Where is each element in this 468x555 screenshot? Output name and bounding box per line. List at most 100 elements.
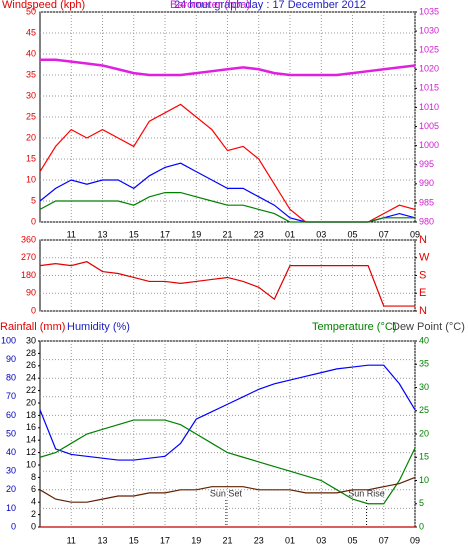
y-tick-label: 0 — [31, 305, 36, 315]
y-tick-label: 0 — [31, 216, 36, 226]
y-tick-label: 20 — [6, 484, 16, 494]
y2-tick-label: 5 — [419, 498, 424, 508]
y-tick-label: 70 — [6, 391, 16, 401]
y2-tick-label: 10 — [419, 475, 429, 485]
y-tick-label: 90 — [6, 354, 16, 364]
y-tick-label: 40 — [26, 48, 36, 58]
y2-tick-label: 0 — [419, 521, 424, 531]
axis-label: Windspeed (kph) — [2, 0, 85, 11]
y-tick-label: 25 — [26, 111, 36, 121]
y-tick-label: 35 — [26, 69, 36, 79]
y-tick-label: 30 — [6, 466, 16, 476]
y2-tick-label: 1025 — [419, 45, 439, 55]
x-tick-label: 05 — [347, 535, 357, 545]
x-tick-label: 19 — [191, 229, 201, 239]
x-tick-label: 05 — [347, 229, 357, 239]
x-tick-label: 09 — [410, 229, 420, 239]
y2-tick-label: 1005 — [419, 121, 439, 131]
y2-tick-label: 990 — [419, 178, 434, 188]
x-tick-label: 01 — [285, 229, 295, 239]
chart-title: 24 hour graph day : 17 December 2012 — [174, 0, 366, 11]
y2-tick-label: 25 — [419, 405, 429, 415]
x-tick-label: 07 — [379, 535, 389, 545]
y2-tick-label: 995 — [419, 159, 434, 169]
y-tick-label: 30 — [26, 90, 36, 100]
y2-tick-label: 1000 — [419, 140, 439, 150]
y-tick-label: 60 — [6, 410, 16, 420]
x-tick-label: 21 — [222, 535, 232, 545]
y2-tick-label: 985 — [419, 197, 434, 207]
series-line — [40, 58, 416, 77]
y-tick-label: 45 — [26, 27, 36, 37]
y-tick-label: 10 — [26, 174, 36, 184]
y-tick-label: 0 — [11, 521, 16, 531]
y3-tick-label: 26 — [26, 360, 36, 370]
y2-tick-label: 40 — [419, 335, 429, 345]
y-tick-label: 50 — [6, 428, 16, 438]
axis-label: Temperature (°C) — [312, 321, 396, 333]
y-tick-label: 5 — [31, 195, 36, 205]
x-tick-label: 13 — [97, 229, 107, 239]
y2-tick-label: 1035 — [419, 6, 439, 16]
y-tick-label: 15 — [26, 153, 36, 163]
axis-label: Barometer (hpa) — [170, 0, 250, 11]
series-line — [39, 419, 416, 505]
y2-tick-label: 980 — [419, 216, 434, 226]
axis-label: Dew Point (°C) — [392, 321, 465, 333]
x-tick-label: 03 — [316, 535, 326, 545]
y-tick-label: 80 — [6, 373, 16, 383]
y2-tick-label: 1010 — [419, 102, 439, 112]
x-tick-label: 13 — [97, 535, 107, 545]
y-tick-label: 360 — [21, 234, 36, 244]
series-line — [39, 261, 415, 307]
y3-tick-label: 16 — [26, 422, 36, 432]
axis-label: Rainfall (mm) — [0, 321, 65, 333]
y2-tick-label: 35 — [419, 359, 429, 369]
y-tick-label: 50 — [26, 6, 36, 16]
series-line — [39, 364, 416, 461]
x-tick-label: 01 — [285, 535, 295, 545]
y2-tick-label: E — [419, 287, 426, 299]
y3-tick-label: 0 — [31, 521, 36, 531]
y-tick-label: 270 — [21, 252, 36, 262]
y2-tick-label: 15 — [419, 452, 429, 462]
x-tick-label: 07 — [379, 229, 389, 239]
x-tick-label: 23 — [254, 229, 264, 239]
y3-tick-label: 20 — [26, 397, 36, 407]
x-tick-label: 11 — [67, 229, 76, 239]
x-tick-label: 19 — [191, 535, 201, 545]
y3-tick-label: 6 — [31, 484, 36, 494]
y3-tick-label: 28 — [26, 348, 36, 358]
y2-tick-label: 20 — [419, 428, 429, 438]
y2-tick-label: W — [419, 252, 430, 264]
annotation: Sun Rise — [348, 488, 385, 498]
y3-tick-label: 14 — [26, 435, 36, 445]
y-tick-label: 100 — [1, 335, 16, 345]
y3-tick-label: 18 — [26, 410, 36, 420]
y2-tick-label: N — [419, 234, 427, 246]
y2-tick-label: 1015 — [419, 83, 439, 93]
y2-tick-label: 30 — [419, 382, 429, 392]
y2-tick-label: 1020 — [419, 64, 439, 74]
annotation: Sun Set — [210, 488, 243, 498]
x-tick-label: 17 — [160, 535, 170, 545]
y-tick-label: 10 — [6, 503, 16, 513]
y3-tick-label: 22 — [26, 385, 36, 395]
x-tick-label: 23 — [254, 535, 264, 545]
x-tick-label: 21 — [222, 229, 232, 239]
y3-tick-label: 4 — [31, 497, 36, 507]
y-tick-label: 90 — [26, 288, 36, 298]
y-tick-label: 20 — [26, 132, 36, 142]
x-tick-label: 17 — [160, 229, 170, 239]
x-tick-label: 15 — [129, 229, 139, 239]
x-tick-label: 15 — [129, 535, 139, 545]
series-line — [39, 476, 416, 503]
x-tick-label: 03 — [316, 229, 326, 239]
y3-tick-label: 8 — [31, 472, 36, 482]
y3-tick-label: 24 — [26, 373, 36, 383]
y-tick-label: 40 — [6, 447, 16, 457]
y-tick-label: 180 — [21, 270, 36, 280]
axis-label: Humidity (%) — [67, 321, 130, 333]
y3-tick-label: 2 — [31, 509, 36, 519]
